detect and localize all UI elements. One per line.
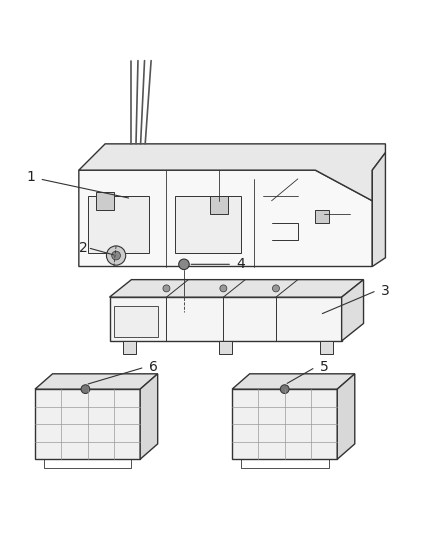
Polygon shape — [110, 297, 342, 341]
Text: 2: 2 — [79, 241, 88, 255]
Text: 6: 6 — [149, 360, 158, 374]
Circle shape — [81, 385, 90, 393]
Text: 3: 3 — [381, 284, 390, 297]
Bar — [219, 341, 232, 354]
Polygon shape — [35, 374, 158, 389]
Text: 4: 4 — [237, 257, 245, 271]
Circle shape — [272, 285, 279, 292]
Polygon shape — [232, 389, 337, 459]
Bar — [210, 197, 228, 214]
Circle shape — [179, 259, 189, 270]
Bar — [123, 341, 136, 354]
Circle shape — [112, 251, 120, 260]
Polygon shape — [35, 389, 140, 459]
Circle shape — [280, 385, 289, 393]
Polygon shape — [79, 144, 385, 201]
FancyBboxPatch shape — [88, 197, 149, 253]
Polygon shape — [342, 280, 364, 341]
Circle shape — [163, 285, 170, 292]
Polygon shape — [232, 374, 355, 389]
Bar — [315, 209, 328, 223]
Circle shape — [220, 285, 227, 292]
Bar — [114, 306, 158, 336]
Text: 1: 1 — [26, 169, 35, 184]
Polygon shape — [140, 374, 158, 459]
FancyBboxPatch shape — [175, 197, 241, 253]
Polygon shape — [79, 170, 372, 266]
Bar — [320, 341, 333, 354]
Polygon shape — [372, 152, 385, 266]
Circle shape — [106, 246, 126, 265]
Bar — [96, 192, 114, 209]
Polygon shape — [337, 374, 355, 459]
Text: 5: 5 — [320, 360, 328, 374]
Polygon shape — [110, 280, 364, 297]
